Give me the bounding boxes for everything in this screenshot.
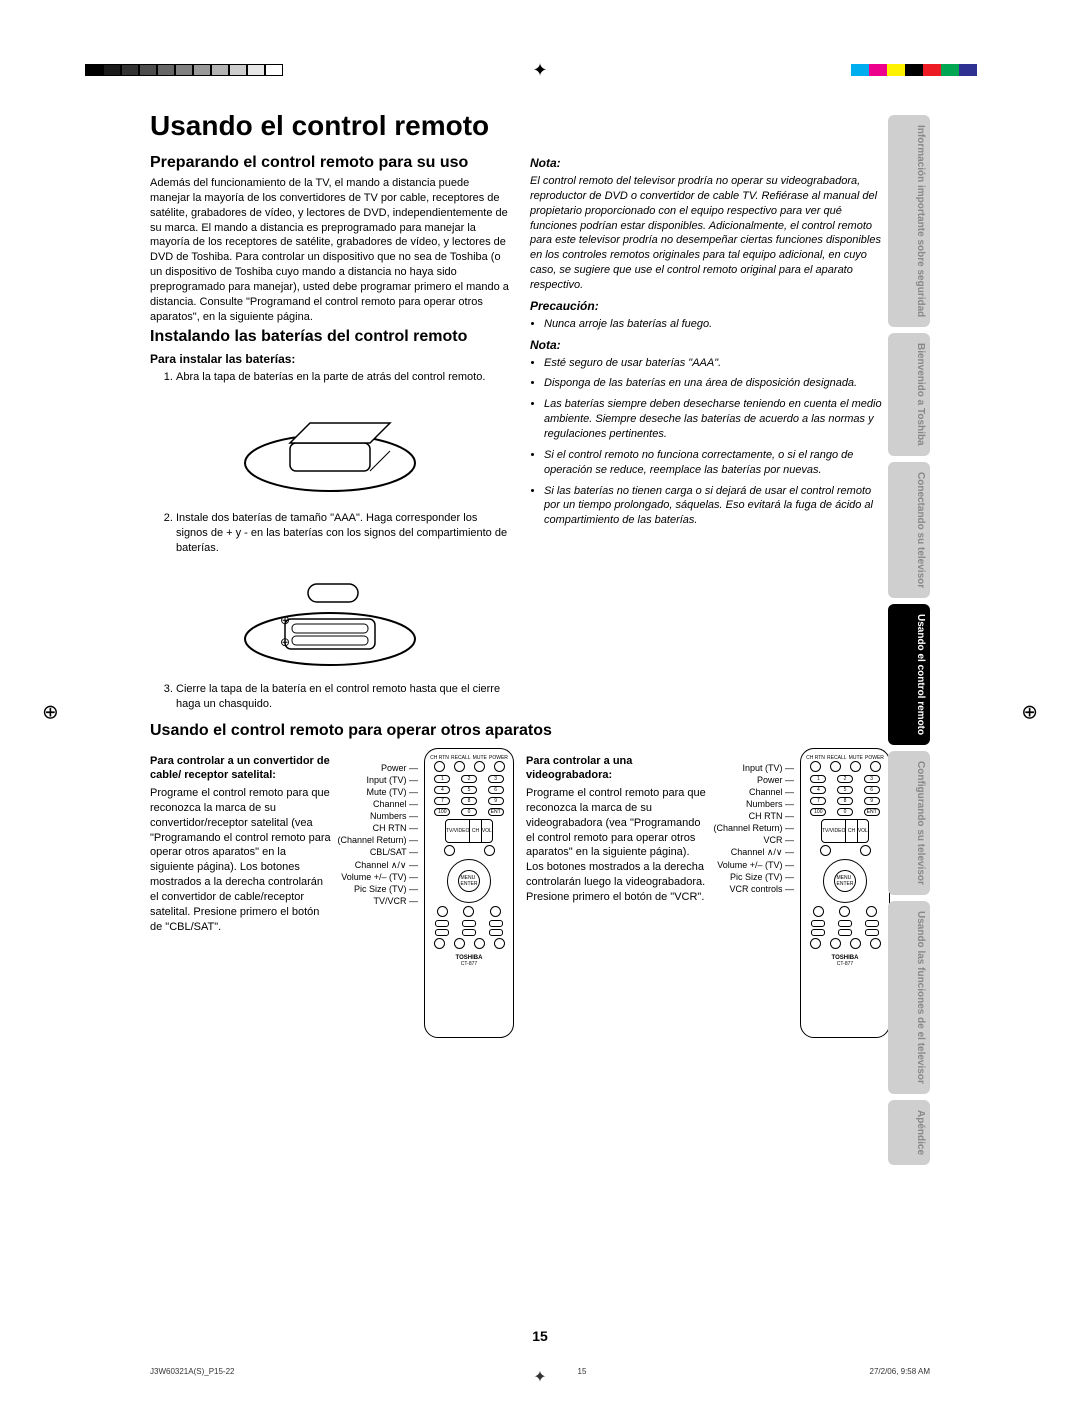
nota2-item: Disponga de las baterías en una área de …	[544, 376, 890, 391]
battery-steps: Abra la tapa de baterías en la parte de …	[176, 370, 510, 385]
crop-marks: ✦	[0, 60, 1080, 80]
side-tab[interactable]: Información importante sobre seguridad	[888, 115, 930, 327]
cablesat-title: Para controlar a un convertidor de cable…	[150, 754, 331, 783]
battery-insert-figure: ⊕ ⊖	[230, 564, 430, 674]
battery-open-figure	[230, 393, 430, 503]
svg-text:⊖: ⊖	[280, 635, 290, 649]
section2-subheading: Para instalar las baterías:	[150, 352, 510, 366]
nota2-head: Nota:	[530, 338, 890, 352]
battery-steps-3: Cierre la tapa de la batería en el contr…	[176, 682, 510, 712]
right-column-notes: Nota: El control remoto del televisor pr…	[530, 150, 890, 712]
vcr-labels: Input (TV) —Power —Channel —Numbers —CH …	[713, 748, 794, 1038]
precaucion-item: Nunca arroje las baterías al fuego.	[544, 317, 890, 332]
nota1-head: Nota:	[530, 156, 890, 170]
remote-control-figure-2: CH RTNRECALLMUTEPOWER 123 456 789 1000EN…	[800, 748, 890, 1038]
cablesat-labels: Power —Input (TV) —Mute (TV) —Channel —N…	[337, 748, 418, 1038]
registration-mark-left-icon: ⊕	[42, 700, 59, 725]
step-3: Cierre la tapa de la batería en el contr…	[176, 682, 510, 712]
center-crop-icon: ✦	[532, 60, 547, 81]
remote-control-figure-1: CH RTNRECALLMUTEPOWER 123 456 789 1000EN…	[424, 748, 514, 1038]
cable-sat-block: Para controlar a un convertidor de cable…	[150, 748, 514, 1038]
footer: J3W60321A(S)_P15-22 15 ✦ 27/2/06, 9:58 A…	[150, 1367, 930, 1376]
side-tabs: Información importante sobre seguridad Bi…	[888, 115, 930, 1165]
svg-text:⊕: ⊕	[280, 613, 290, 627]
footer-right: 27/2/06, 9:58 AM	[870, 1367, 931, 1376]
section3-heading: Usando el control remoto para operar otr…	[150, 722, 890, 740]
side-tab[interactable]: Bienvenido a Toshiba	[888, 333, 930, 456]
registration-mark-right-icon: ⊕	[1021, 700, 1038, 725]
side-tab[interactable]: Usando las funciones de el televisor	[888, 901, 930, 1094]
nota1-body: El control remoto del televisor prodría …	[530, 174, 890, 293]
section2-heading: Instalando las baterías del control remo…	[150, 328, 510, 346]
cablesat-body: Programe el control remoto para que reco…	[150, 786, 331, 934]
side-tab[interactable]: Apéndice	[888, 1100, 930, 1165]
side-tab[interactable]: Conectando su televisor	[888, 462, 930, 598]
footer-mid-num: 15	[578, 1367, 587, 1376]
bw-swatches	[85, 64, 283, 76]
footer-left: J3W60321A(S)_P15-22	[150, 1367, 235, 1376]
color-swatches	[851, 64, 995, 76]
page-title: Usando el control remoto	[150, 110, 890, 142]
section3: Usando el control remoto para operar otr…	[150, 722, 890, 1038]
nota2-item: Esté seguro de usar baterías "AAA".	[544, 356, 890, 371]
nota2-item: Si el control remoto no funciona correct…	[544, 448, 890, 478]
step-1: Abra la tapa de baterías en la parte de …	[176, 370, 510, 385]
vcr-block: Para controlar a una videograbadora: Pro…	[526, 748, 890, 1038]
footer-crop-icon: ✦	[533, 1367, 546, 1387]
step-2: Instale dos baterías de tamaño "AAA". Ha…	[176, 511, 510, 556]
page-content: Usando el control remoto Preparando el c…	[150, 110, 890, 1038]
section1-heading: Preparando el control remoto para su uso	[150, 154, 510, 172]
page-number: 15	[532, 1328, 548, 1344]
nota2-item: Si las baterías no tienen carga o si dej…	[544, 484, 890, 529]
vcr-title: Para controlar a una videograbadora:	[526, 754, 707, 783]
section1-body: Además del funcionamiento de la TV, el m…	[150, 176, 510, 324]
side-tab[interactable]: Configurando su televisor	[888, 751, 930, 895]
vcr-body: Programe el control remoto para que reco…	[526, 786, 707, 905]
nota2-list: Esté seguro de usar baterías "AAA". Dispo…	[544, 356, 890, 528]
precaucion-head: Precaución:	[530, 299, 890, 313]
side-tab[interactable]: Usando el control remoto	[888, 604, 930, 745]
left-column: Preparando el control remoto para su uso…	[150, 150, 510, 712]
nota2-item: Las baterías siempre deben desecharse te…	[544, 397, 890, 442]
battery-steps-2: Instale dos baterías de tamaño "AAA". Ha…	[176, 511, 510, 556]
